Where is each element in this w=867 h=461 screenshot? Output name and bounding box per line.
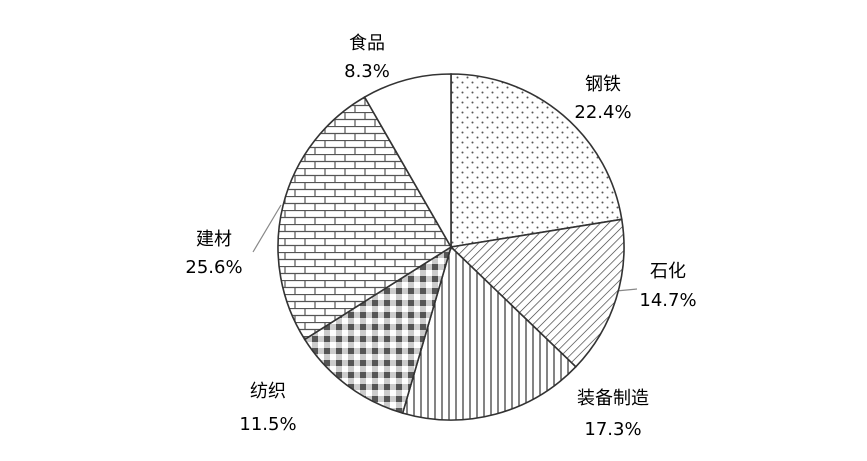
pie-slice <box>450 73 623 248</box>
category-label: 建材 <box>196 229 232 250</box>
value-label: 25.6% <box>185 257 242 278</box>
category-label: 装备制造 <box>577 388 649 409</box>
category-label: 钢铁 <box>585 74 621 95</box>
category-label: 食品 <box>349 33 385 54</box>
pie-slice <box>277 95 453 341</box>
pie-slice <box>363 73 452 250</box>
category-label: 石化 <box>650 261 686 282</box>
leader-line <box>252 204 282 253</box>
value-label: 17.3% <box>584 419 641 440</box>
category-label: 纺织 <box>250 381 286 402</box>
value-label: 22.4% <box>574 102 631 123</box>
leader-line <box>615 288 638 292</box>
pie-slice <box>449 218 625 368</box>
pie-slice <box>401 245 577 421</box>
value-label: 8.3% <box>344 61 390 82</box>
pie-slice <box>303 245 453 415</box>
value-label: 11.5% <box>239 414 296 435</box>
value-label: 14.7% <box>639 290 696 311</box>
